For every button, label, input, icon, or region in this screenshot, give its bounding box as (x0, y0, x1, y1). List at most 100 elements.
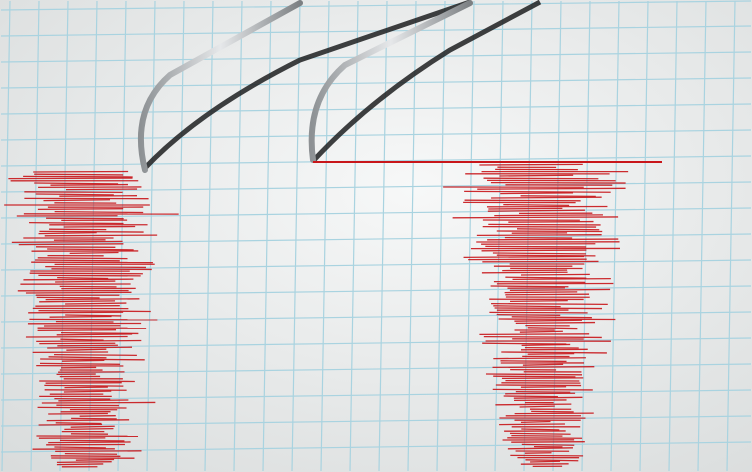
trace-stroke (515, 390, 571, 393)
trace-stroke (41, 401, 156, 404)
trace-stroke (39, 230, 144, 233)
trace-stroke (487, 209, 585, 212)
grid-vertical-line (30, 0, 40, 472)
grid-horizontal-line (0, 259, 752, 271)
trace-stroke (485, 245, 587, 248)
trace-stroke (501, 377, 584, 380)
trace-stroke (8, 177, 133, 180)
trace-stroke (37, 208, 124, 211)
trace-stroke (510, 299, 568, 303)
trace-stroke (500, 192, 574, 195)
trace-stroke (495, 384, 582, 387)
trace-stroke (70, 425, 115, 428)
trace-stroke (56, 463, 104, 466)
trace-stroke (75, 458, 115, 461)
trace-stroke (492, 366, 595, 369)
trace-stroke (54, 397, 111, 400)
trace-stroke (485, 373, 583, 376)
trace-stroke (55, 280, 116, 283)
trace-stroke (54, 446, 106, 449)
grid-horizontal-line (0, 207, 752, 219)
trace-stroke (496, 230, 603, 233)
trace-stroke (482, 342, 567, 345)
trace-stroke (463, 255, 585, 259)
trace-stroke (37, 329, 117, 332)
trace-stroke (69, 251, 119, 255)
trace-stroke (500, 360, 567, 363)
trace-stroke (79, 415, 116, 417)
grid-horizontal-line (0, 181, 752, 193)
trace-stroke (43, 199, 111, 202)
trace-stroke (493, 280, 586, 284)
needles (137, 0, 473, 173)
grid-vertical-line (697, 0, 707, 472)
trace-stroke (28, 311, 124, 314)
grid-vertical-line (349, 0, 359, 472)
grid-horizontal-line (0, 103, 752, 115)
trace-stroke (519, 405, 555, 408)
trace-stroke (61, 359, 105, 362)
trace-stroke (65, 188, 138, 191)
trace-stroke (509, 288, 611, 292)
trace-stroke (527, 327, 578, 330)
trace-stroke (29, 221, 124, 225)
grid-vertical-line (262, 0, 272, 472)
trace-stroke (50, 455, 121, 457)
trace-stroke (65, 302, 127, 305)
trace-stroke (35, 246, 116, 248)
trace-stroke (479, 333, 590, 336)
trace-stroke (530, 460, 561, 463)
grid-horizontal-line (0, 25, 752, 37)
trace-stroke (487, 238, 619, 241)
trace-stroke (56, 333, 133, 336)
grid-vertical-line (407, 0, 417, 472)
trace-stroke (57, 344, 118, 347)
trace-stroke (493, 357, 586, 360)
seismic-trace-left (4, 170, 179, 468)
grid-horizontal-line (0, 77, 752, 89)
grid-vertical-line (465, 0, 475, 472)
trace-stroke (481, 271, 568, 274)
trace-stroke (33, 170, 129, 173)
trace-stroke (514, 412, 594, 415)
seismic-trace-right (443, 163, 629, 468)
grid-vertical-line (233, 0, 243, 472)
trace-stroke (39, 300, 116, 303)
trace-stroke (44, 234, 158, 237)
trace-stroke (488, 223, 601, 226)
trace-stroke (531, 410, 574, 413)
trace-stroke (511, 434, 563, 437)
trace-stroke (525, 459, 579, 462)
trace-stroke (491, 196, 602, 199)
trace-stroke (507, 447, 573, 450)
trace-stroke (521, 443, 575, 446)
trace-stroke (47, 248, 134, 251)
trace-stroke (60, 338, 104, 341)
trace-stroke (57, 276, 109, 280)
trace-stroke (464, 190, 611, 193)
trace-stroke (35, 305, 120, 307)
trace-stroke (493, 375, 576, 378)
trace-stroke (492, 388, 593, 391)
trace-stroke (503, 395, 558, 398)
trace-stroke (48, 412, 108, 415)
trace-stroke (40, 358, 145, 361)
grid-vertical-line (1, 0, 11, 472)
grid-horizontal-line (0, 129, 752, 141)
trace-stroke (38, 309, 151, 313)
trace-stroke (512, 277, 611, 281)
trace-stroke (515, 321, 596, 325)
trace-stroke (23, 175, 133, 178)
trace-stroke (64, 386, 108, 389)
trace-stroke (24, 191, 123, 193)
trace-stroke (495, 403, 572, 406)
needle-shadow-right (312, 0, 542, 162)
trace-stroke (18, 243, 124, 246)
trace-stroke (25, 291, 132, 294)
trace-stroke (58, 399, 129, 402)
trace-stroke (55, 450, 142, 453)
trace-stroke (514, 319, 583, 322)
trace-stroke (66, 348, 107, 351)
trace-stroke (477, 187, 626, 190)
